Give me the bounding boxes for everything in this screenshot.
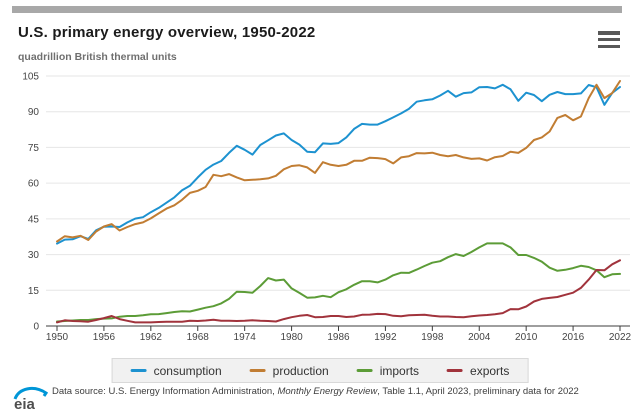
- legend-swatch-imports: [356, 369, 373, 372]
- x-axis-label: 1998: [421, 332, 444, 343]
- y-axis-label: 30: [28, 250, 40, 261]
- data-source-prefix: Data source: U.S. Energy Information Adm…: [52, 386, 278, 397]
- y-axis-label: 45: [28, 214, 40, 225]
- x-axis-label: 2010: [515, 332, 538, 343]
- y-axis-label: 60: [28, 179, 40, 190]
- x-axis-label: 1968: [187, 332, 210, 343]
- x-axis-label: 1992: [374, 332, 397, 343]
- legend-item-imports[interactable]: imports: [356, 363, 420, 378]
- legend-item-consumption[interactable]: consumption: [130, 363, 222, 378]
- chart-units-subtitle: quadrillion British thermal units: [18, 51, 177, 63]
- legend-item-exports[interactable]: exports: [447, 364, 509, 378]
- svg-text:eia: eia: [14, 396, 36, 412]
- energy-overview-chart: 0 15 30 45 60 75 90 105 1950 1956 1962 1968 1974 1980…: [22, 72, 632, 344]
- data-source-text: Data source: U.S. Energy Information Adm…: [52, 385, 608, 398]
- x-axis-label: 2016: [562, 332, 585, 343]
- legend-label: exports: [470, 363, 510, 378]
- y-axis-label: 105: [22, 72, 39, 83]
- top-divider-bar: [12, 6, 622, 13]
- x-axis-label: 1956: [93, 332, 116, 343]
- x-axis-label: 1980: [280, 332, 303, 343]
- chart-legend: consumption production imports exports: [111, 358, 529, 383]
- hamburger-bar: [598, 37, 620, 42]
- y-axis-label: 90: [28, 107, 40, 118]
- hamburger-bar: [598, 31, 620, 35]
- hamburger-menu-icon[interactable]: [598, 31, 620, 48]
- legend-label: imports: [379, 363, 420, 378]
- legend-label: production: [272, 363, 329, 378]
- legend-swatch-exports: [447, 369, 464, 372]
- data-source-suffix: , Table 1.1, April 2023, preliminary dat…: [377, 386, 579, 397]
- series-line-consumption[interactable]: [56, 83, 621, 245]
- x-axis-label: 1962: [140, 332, 163, 343]
- data-source-publication: Monthly Energy Review: [277, 386, 378, 397]
- eia-logo: eia: [13, 386, 49, 412]
- page-title: U.S. primary energy overview, 1950-2022: [18, 24, 316, 41]
- x-axis-label: 2022: [609, 332, 632, 343]
- series-line-imports[interactable]: [56, 242, 621, 323]
- hamburger-bar: [598, 44, 620, 48]
- y-axis-label: 75: [28, 143, 40, 154]
- legend-swatch-production: [249, 369, 266, 372]
- legend-swatch-consumption: [130, 369, 147, 372]
- x-axis-label: 1986: [327, 332, 350, 343]
- y-axis-label: 0: [33, 322, 39, 333]
- legend-label: consumption: [153, 363, 222, 378]
- x-axis-label: 1950: [46, 332, 69, 343]
- series-line-exports[interactable]: [56, 259, 621, 324]
- series-line-production[interactable]: [56, 80, 621, 243]
- x-axis-label: 2004: [468, 332, 491, 343]
- x-axis-label: 1974: [234, 332, 257, 343]
- y-axis-label: 15: [28, 286, 40, 297]
- legend-item-production[interactable]: production: [249, 363, 329, 378]
